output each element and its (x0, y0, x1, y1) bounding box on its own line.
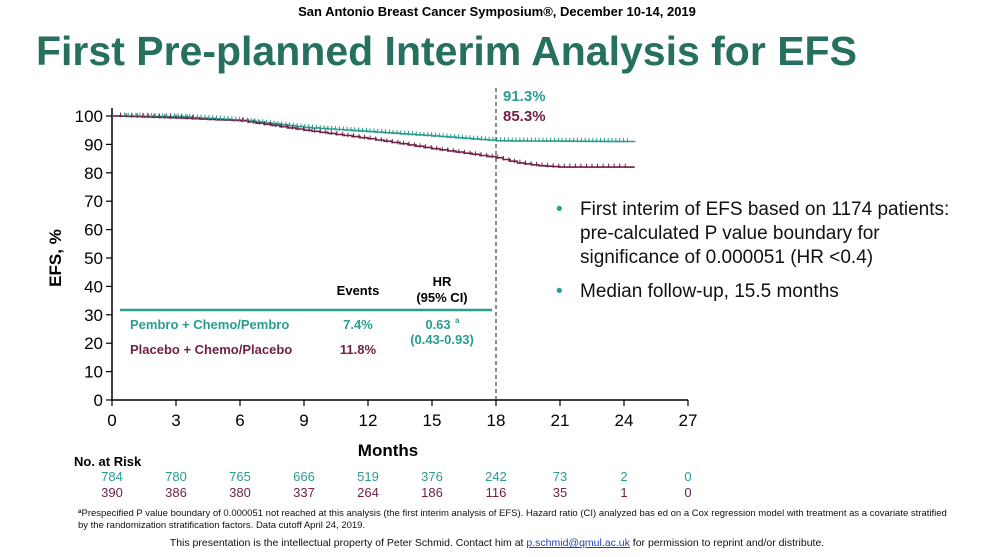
y-tick-label: 0 (94, 391, 103, 410)
at-risk-placebo: 35 (553, 485, 567, 500)
x-tick-label: 12 (359, 411, 378, 430)
table-header-hr: HR (433, 274, 452, 289)
x-axis-title: Months (358, 441, 418, 460)
x-tick-label: 0 (107, 411, 116, 430)
bullet-item: Median follow-up, 15.5 months (556, 280, 976, 304)
x-tick-label: 9 (299, 411, 308, 430)
at-risk-label: No. at Risk (74, 454, 142, 469)
x-tick-label: 21 (551, 411, 570, 430)
y-tick-label: 20 (84, 334, 103, 353)
y-tick-label: 30 (84, 306, 103, 325)
table-row-name-pembro: Pembro + Chemo/Pembro (130, 317, 289, 332)
at-risk-placebo: 337 (293, 485, 315, 500)
slide-title: First Pre-planned Interim Analysis for E… (36, 28, 857, 74)
footnote: ªPrespecified P value boundary of 0.0000… (78, 508, 947, 531)
table-header-ci: (95% CI) (416, 290, 467, 305)
at-risk-pembro: 73 (553, 469, 567, 484)
at-risk-placebo: 116 (486, 485, 507, 500)
y-tick-label: 80 (84, 164, 103, 183)
x-tick-label: 3 (171, 411, 180, 430)
conference-banner: San Antonio Breast Cancer Symposium®, De… (298, 4, 696, 19)
y-tick-label: 50 (84, 249, 103, 268)
at-risk-placebo: 186 (421, 485, 443, 500)
x-tick-label: 27 (679, 411, 698, 430)
at-risk-placebo: 386 (165, 485, 187, 500)
at-risk-pembro: 765 (229, 469, 251, 484)
at-risk-placebo: 264 (357, 485, 379, 500)
at-risk-pembro: 2 (620, 469, 627, 484)
at-risk-placebo: 390 (101, 485, 123, 500)
contact-email-link[interactable]: p.schmid@qmul.ac.uk (526, 537, 630, 549)
table-header-events: Events (337, 283, 380, 298)
landmark-label-pembro: 91.3% (503, 88, 546, 105)
y-tick-label: 60 (84, 221, 103, 240)
at-risk-pembro: 242 (485, 469, 507, 484)
at-risk-pembro: 780 (165, 469, 187, 484)
at-risk-pembro: 666 (293, 469, 315, 484)
at-risk-pembro: 0 (684, 469, 691, 484)
table-hr-value: 0.63 (425, 317, 450, 332)
table-row-name-placebo: Placebo + Chemo/Placebo (130, 342, 292, 357)
x-tick-label: 6 (235, 411, 244, 430)
y-tick-label: 100 (75, 107, 103, 126)
y-tick-label: 70 (84, 192, 103, 211)
bullet-item: First interim of EFS based on 1174 patie… (556, 198, 976, 270)
at-risk-placebo: 0 (684, 485, 691, 500)
km-curve-pembro (112, 115, 636, 143)
key-points: First interim of EFS based on 1174 patie… (556, 198, 976, 314)
ip-notice-text: This presentation is the intellectual pr… (169, 537, 524, 549)
table-events-placebo: 11.8% (340, 342, 377, 357)
at-risk-pembro: 376 (421, 469, 443, 484)
y-tick-label: 40 (84, 277, 103, 296)
ip-notice: This presentation is the intellectual pr… (0, 537, 994, 549)
x-tick-label: 24 (615, 411, 634, 430)
x-tick-label: 15 (423, 411, 442, 430)
table-hr-superscript: a (455, 316, 460, 325)
x-tick-label: 18 (487, 411, 506, 430)
at-risk-pembro: 519 (357, 469, 379, 484)
at-risk-pembro: 784 (101, 469, 123, 484)
ip-notice-text-end: for permission to reprint and/or distrib… (632, 537, 825, 549)
landmark-label-placebo: 85.3% (503, 108, 546, 125)
y-tick-label: 90 (84, 135, 103, 154)
y-axis-title: EFS, % (46, 229, 65, 287)
km-curve-placebo (112, 115, 635, 168)
table-hr-ci: (0.43-0.93) (410, 332, 474, 347)
at-risk-placebo: 1 (620, 485, 627, 500)
at-risk-placebo: 380 (229, 485, 251, 500)
y-tick-label: 10 (84, 363, 103, 382)
table-events-pembro: 7.4% (343, 317, 373, 332)
